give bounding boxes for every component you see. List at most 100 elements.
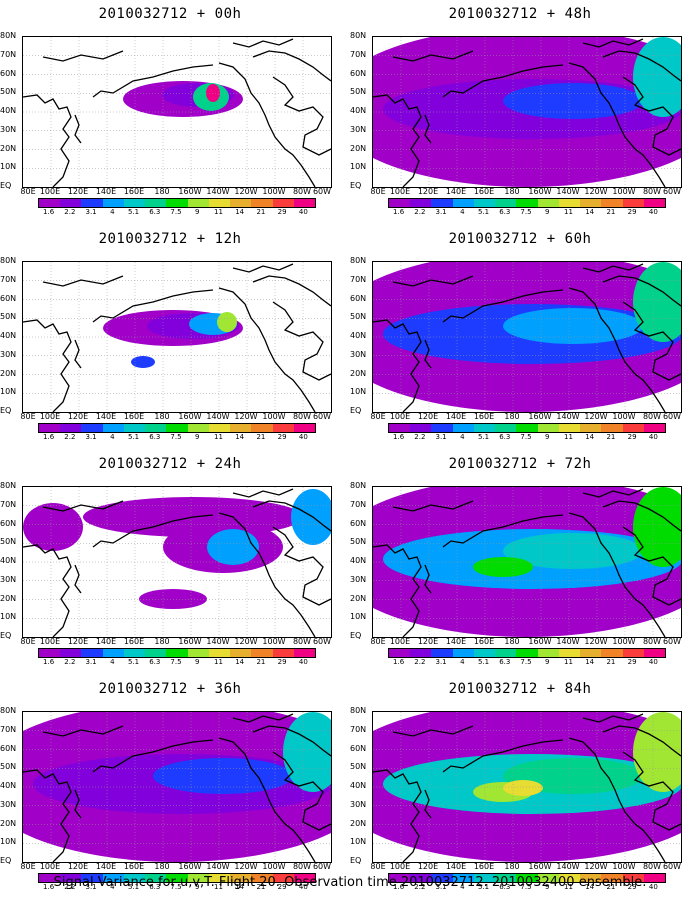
longitude-label: 160W <box>528 862 552 871</box>
coastline <box>622 526 681 606</box>
longitude-label: 140W <box>206 187 230 196</box>
colorbar-swatch <box>516 199 538 207</box>
latitude-label: 60N <box>350 293 367 303</box>
colorbar-label: 11 <box>563 883 573 891</box>
colorbar-label: 11 <box>213 658 223 666</box>
longitude-labels: 80E 100E 120E 140E 160E 180 160W 140W 120W 100W 80… <box>370 412 681 423</box>
latitude-label: 30N <box>0 124 17 134</box>
coastline <box>272 301 331 381</box>
longitude-label: 160W <box>178 412 202 421</box>
colorbar <box>38 423 316 433</box>
colorbar-swatch <box>558 874 581 882</box>
longitude-label: 180 <box>154 187 170 196</box>
colorbar-label: 6.3 <box>149 433 161 441</box>
colorbar-swatch <box>60 199 82 207</box>
colorbar <box>388 423 666 433</box>
colorbar-swatch <box>580 424 602 432</box>
colorbar-label: 1.6 <box>43 433 55 441</box>
coastline <box>622 301 681 381</box>
latitude-label: 30N <box>0 799 17 809</box>
latitude-label: 20N <box>350 143 367 153</box>
colorbar-swatch <box>102 199 124 207</box>
map-canvas <box>373 262 681 412</box>
variance-contour <box>131 356 155 368</box>
coastline <box>218 62 316 187</box>
latitude-label: 70N <box>350 274 367 284</box>
colorbar-label: 9 <box>194 433 200 441</box>
colorbar-swatch <box>123 424 146 432</box>
latitude-label: 40N <box>350 556 367 565</box>
coastline <box>272 526 331 606</box>
longitude-label: 80E <box>20 637 36 646</box>
coastline <box>74 339 82 369</box>
longitude-label: 80W <box>642 862 662 871</box>
coastline <box>252 275 331 307</box>
colorbar-labels: 1.6 2.2 3.1 4 5.1 6.3 7.5 9 11 14 21 29 40 <box>388 209 664 217</box>
colorbar-swatch <box>622 874 644 882</box>
colorbar-label: 7.5 <box>170 208 182 216</box>
panel-title: 2010032712 + 00h <box>98 6 242 22</box>
colorbar-label: 1.6 <box>43 658 55 666</box>
latitude-label: 70N <box>350 724 367 734</box>
coastline <box>23 319 72 412</box>
longitude-label: 160E <box>123 637 145 646</box>
longitude-label: 140E <box>95 412 117 421</box>
longitude-labels: 80E 100E 120E 140E 160E 180 160W 140W 120W 100W 80… <box>370 862 681 873</box>
coastline <box>373 544 422 637</box>
latitude-label: 70N <box>0 49 17 59</box>
variance-map <box>22 261 332 413</box>
coastline <box>23 94 72 187</box>
colorbar-swatch <box>558 424 581 432</box>
latitude-labels: 80N 70N 60N 50N 40N 30N 20N 10N EQ <box>0 482 22 640</box>
colorbar-label: 5.1 <box>477 658 490 666</box>
longitude-label: 80E <box>370 412 386 421</box>
colorbar-label: 9 <box>544 208 550 216</box>
longitude-label: 100E <box>389 637 411 646</box>
map-canvas <box>373 712 681 862</box>
colorbar-label: 14 <box>235 883 245 891</box>
colorbar <box>38 198 316 208</box>
colorbar-swatch <box>293 874 316 882</box>
colorbar-swatch <box>389 199 411 207</box>
colorbar-swatch <box>39 649 61 657</box>
longitude-label: 80W <box>292 637 312 646</box>
coastline <box>602 275 681 307</box>
coastline <box>42 50 124 62</box>
colorbar-swatch <box>60 649 82 657</box>
colorbar-swatch <box>230 649 252 657</box>
colorbar-swatch <box>580 199 602 207</box>
latitude-label: 50N <box>350 87 367 97</box>
colorbar-swatch <box>431 424 453 432</box>
longitude-label: 60W <box>312 412 332 421</box>
latitude-label: 20N <box>350 368 367 378</box>
colorbar-swatch <box>81 649 103 657</box>
colorbar-label: 7.5 <box>520 658 532 666</box>
longitude-label: 160E <box>473 862 495 871</box>
latitude-label: EQ <box>350 406 362 415</box>
longitude-label: 120E <box>67 862 89 871</box>
longitude-label: 140W <box>206 862 230 871</box>
colorbar-label: 3.1 <box>85 658 97 666</box>
map-canvas <box>373 37 681 187</box>
coastline <box>602 500 681 532</box>
latitude-label: 10N <box>0 612 17 622</box>
coastline <box>92 514 214 548</box>
map-canvas <box>23 37 331 187</box>
colorbar <box>388 873 666 883</box>
longitude-label: 80W <box>642 637 662 646</box>
colorbar-swatch <box>123 199 146 207</box>
colorbar-label: 6.3 <box>499 883 511 891</box>
longitude-labels: 80E 100E 120E 140E 160E 180 160W 140W 120W 100W 80… <box>20 637 331 648</box>
coastline <box>424 789 432 819</box>
figure-caption: Signal Variance for u,v,T. Flight 20. Ob… <box>53 875 647 890</box>
longitude-label: 60W <box>662 637 682 646</box>
colorbar-swatch <box>410 199 432 207</box>
longitude-labels: 80E 100E 120E 140E 160E 180 160W 140W 120W 100W 80… <box>20 412 332 423</box>
coastline <box>218 512 316 637</box>
longitude-label: 120W <box>584 187 608 196</box>
colorbar-label: 5.1 <box>127 433 140 441</box>
coastline <box>568 512 666 637</box>
colorbar-swatch <box>272 649 294 657</box>
longitude-label: 100E <box>39 187 61 196</box>
latitude-label: EQ <box>0 631 12 640</box>
